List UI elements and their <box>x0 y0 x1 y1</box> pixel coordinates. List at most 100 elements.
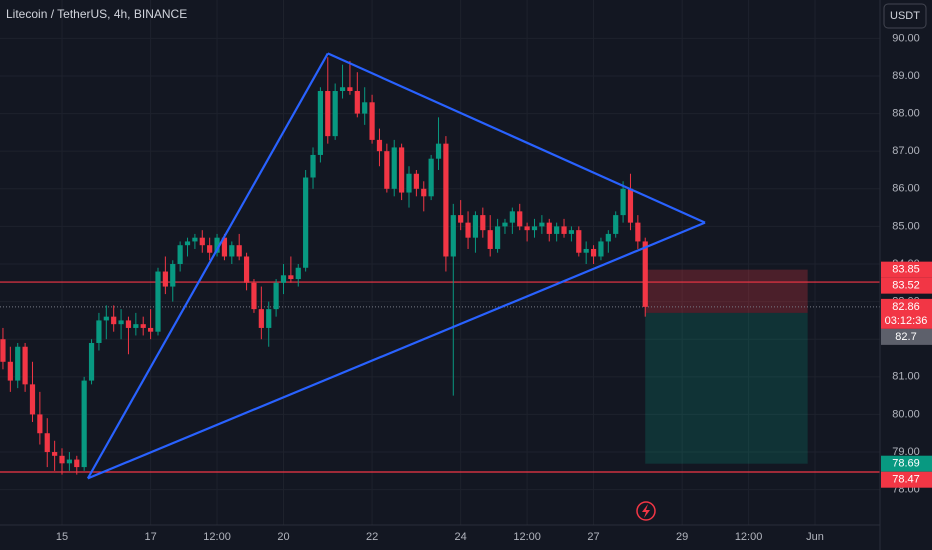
trendline <box>87 221 706 480</box>
y-tick-label: 80.00 <box>892 408 920 420</box>
chart-title: Litecoin / TetherUS, 4h, BINANCE <box>6 7 187 21</box>
price-marker-label: 82.7 <box>895 331 916 343</box>
candle-body <box>7 361 13 381</box>
candle-body <box>22 346 28 385</box>
alert-icon[interactable] <box>636 501 656 521</box>
candle-body <box>66 459 72 464</box>
candle-body <box>199 237 205 246</box>
candle-body <box>295 267 301 280</box>
candle-body <box>52 452 58 456</box>
candle-body <box>413 173 419 189</box>
candle-body <box>221 237 228 257</box>
candle-body <box>111 316 117 325</box>
position-target-zone <box>645 312 808 464</box>
candle-body <box>502 222 508 227</box>
candle-body <box>148 327 154 332</box>
y-tick-label: 79.00 <box>892 446 920 458</box>
candle-body <box>280 275 287 283</box>
x-tick-label: 17 <box>144 531 156 543</box>
price-marker-label: 78.69 <box>892 458 920 470</box>
candle-body <box>192 237 198 242</box>
candle-body <box>162 271 168 287</box>
candle-body <box>583 248 589 253</box>
candle-body <box>273 282 279 310</box>
x-tick-label: 12:00 <box>513 531 541 543</box>
y-tick-label: 86.00 <box>892 183 920 195</box>
candle-body <box>369 102 375 140</box>
x-tick-label: 22 <box>366 531 378 543</box>
currency-label[interactable]: USDT <box>890 10 920 22</box>
price-marker <box>881 328 932 345</box>
candle-body <box>251 282 257 310</box>
candle-body <box>0 339 6 362</box>
candle-body <box>74 459 80 468</box>
candle-body <box>354 91 360 114</box>
candle-body <box>325 91 331 137</box>
candle-body <box>317 91 324 155</box>
candle-body <box>44 433 50 453</box>
candle-body <box>236 245 242 257</box>
candle-body <box>207 245 213 253</box>
candle-body <box>310 154 316 178</box>
candle-body <box>620 188 626 216</box>
candle-body <box>590 248 597 257</box>
currency-button[interactable] <box>883 3 927 29</box>
candle-body <box>29 384 36 415</box>
candle-body <box>546 222 552 234</box>
candle-body <box>15 346 21 381</box>
candle-body <box>391 147 397 189</box>
candle-body <box>435 143 442 159</box>
trendline <box>86 52 329 479</box>
candle-body <box>332 91 338 137</box>
candle-body <box>266 309 272 328</box>
candle-body <box>517 211 523 227</box>
x-tick-label: 27 <box>587 531 599 543</box>
x-tick-label: 12:00 <box>203 531 231 543</box>
candle-body <box>303 177 309 268</box>
price-marker-label: 83.52 <box>892 280 920 292</box>
y-tick-label: 87.00 <box>892 145 920 157</box>
candle-body <box>539 222 545 227</box>
x-tick-label: 24 <box>455 531 467 543</box>
price-marker-label: 82.86 <box>892 301 920 313</box>
candle-body <box>88 342 95 381</box>
plot-layer <box>0 0 880 525</box>
candle-body <box>465 222 471 238</box>
candle-body <box>155 271 161 332</box>
candle-body <box>170 264 176 287</box>
candle-body <box>576 230 582 253</box>
y-tick-label: 90.00 <box>892 32 920 44</box>
candle-body <box>487 230 493 249</box>
candle-body <box>140 324 146 328</box>
candle-body <box>214 237 220 253</box>
candle-body <box>288 275 294 280</box>
x-tick-label: 29 <box>676 531 688 543</box>
price-marker <box>881 298 932 329</box>
candle-body <box>229 245 235 257</box>
x-tick-label: 20 <box>277 531 289 543</box>
candle-body <box>613 215 619 234</box>
candle-body <box>458 215 464 223</box>
candle-body <box>494 226 501 249</box>
candle-body <box>347 87 353 92</box>
candle-body <box>635 222 641 242</box>
price-marker <box>881 277 932 294</box>
candle-body <box>243 256 250 283</box>
candle-body <box>133 324 139 328</box>
y-tick-label: 81.00 <box>892 371 920 383</box>
y-tick-label: 85.00 <box>892 220 920 232</box>
candle-body <box>184 241 191 246</box>
candle-body <box>642 241 648 307</box>
price-marker <box>881 471 932 488</box>
candle-body <box>480 215 486 231</box>
x-tick-label: 15 <box>56 531 68 543</box>
candle-body <box>37 414 43 434</box>
candle-body <box>376 139 383 152</box>
candle-body <box>421 188 427 197</box>
candle-body <box>118 320 124 325</box>
candle-body <box>509 211 515 223</box>
candle-body <box>399 147 405 193</box>
candle-body <box>258 309 264 328</box>
